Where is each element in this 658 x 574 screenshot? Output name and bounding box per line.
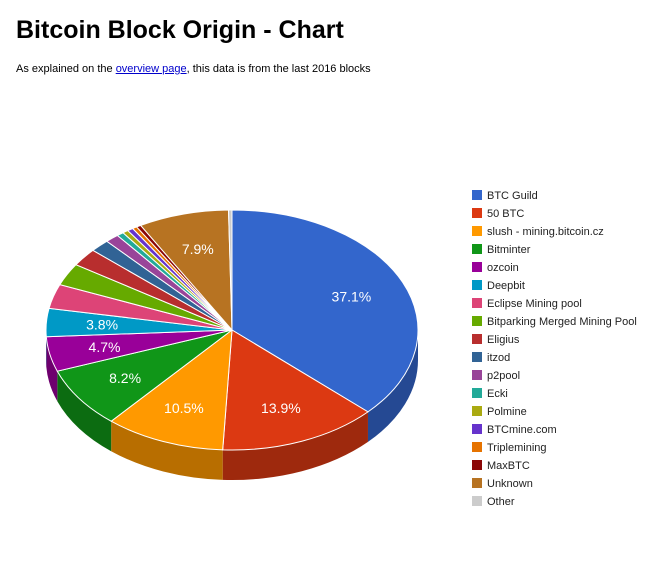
pie-slice-btc-guild[interactable] xyxy=(231,209,419,413)
legend-item-btcmine-com[interactable]: BTCmine.com xyxy=(472,424,557,436)
legend-label: Eligius xyxy=(487,334,520,346)
legend-label: ozcoin xyxy=(487,262,519,274)
legend-item-bitminter[interactable]: Bitminter xyxy=(472,244,531,256)
legend-item-unknown[interactable]: Unknown xyxy=(472,478,533,490)
legend-swatch xyxy=(472,496,482,506)
legend-label: Bitparking Merged Mining Pool xyxy=(487,316,637,328)
chart-legend: BTC Guild 50 BTC slush - mining.bitcoin.cz… xyxy=(472,190,637,508)
pie-slice-bitminter[interactable] xyxy=(56,329,233,422)
legend-swatch xyxy=(472,244,482,254)
legend-label: BTCmine.com xyxy=(487,424,557,436)
legend-item-p2pool[interactable]: p2pool xyxy=(472,370,520,382)
legend-swatch xyxy=(472,208,482,218)
legend-label: Unknown xyxy=(487,478,533,490)
legend-swatch xyxy=(472,424,482,434)
legend-swatch xyxy=(472,262,482,272)
legend-label: Other xyxy=(487,496,515,508)
slice-label-slush-mining-bitcoin-cz: 10.5% xyxy=(164,400,204,416)
legend-item-bitparking-merged-mining-pool[interactable]: Bitparking Merged Mining Pool xyxy=(472,316,637,328)
slice-label-50-btc: 13.9% xyxy=(261,400,301,416)
legend-label: Polmine xyxy=(487,406,527,418)
intro-text-before: As explained on the xyxy=(16,63,116,75)
slice-label-ozcoin: 4.7% xyxy=(89,339,121,355)
legend-swatch xyxy=(472,352,482,362)
legend-item-eligius[interactable]: Eligius xyxy=(472,334,520,346)
legend-item-maxbtc[interactable]: MaxBTC xyxy=(472,460,530,472)
pie-side-50-btc xyxy=(222,411,368,480)
legend-swatch xyxy=(472,298,482,308)
legend-label: Ecki xyxy=(487,388,508,400)
legend-item-ecki[interactable]: Ecki xyxy=(472,388,508,400)
legend-label: Deepbit xyxy=(487,280,525,292)
pie-sides xyxy=(46,330,418,480)
legend-item-polmine[interactable]: Polmine xyxy=(472,406,527,418)
slice-label-unknown: 7.9% xyxy=(182,241,214,257)
pie-slice-50-btc[interactable] xyxy=(222,329,369,451)
legend-swatch xyxy=(472,334,482,344)
legend-label: itzod xyxy=(487,352,510,364)
legend-item-50-btc[interactable]: 50 BTC xyxy=(472,208,524,220)
legend-label: Triplemining xyxy=(487,442,547,454)
slice-label-bitminter: 8.2% xyxy=(109,370,141,386)
slice-label-btc-guild: 37.1% xyxy=(332,289,372,305)
slice-label-deepbit: 3.8% xyxy=(86,317,118,333)
intro-text: As explained on the overview page, this … xyxy=(16,62,371,76)
intro-text-after: , this data is from the last 2016 blocks xyxy=(186,63,371,75)
legend-item-btc-guild[interactable]: BTC Guild xyxy=(472,190,538,202)
legend-swatch xyxy=(472,190,482,200)
legend-swatch xyxy=(472,406,482,416)
legend-label: MaxBTC xyxy=(487,460,530,472)
legend-item-triplemining[interactable]: Triplemining xyxy=(472,442,547,454)
legend-item-eclipse-mining-pool[interactable]: Eclipse Mining pool xyxy=(472,298,582,310)
legend-item-other[interactable]: Other xyxy=(472,496,515,508)
page-title: Bitcoin Block Origin - Chart xyxy=(16,16,344,44)
legend-swatch xyxy=(472,442,482,452)
legend-item-itzod[interactable]: itzod xyxy=(472,352,510,364)
pie-side-slush-mining-bitcoin-cz xyxy=(111,421,223,480)
pie-side-btc-guild xyxy=(367,330,418,442)
legend-swatch xyxy=(472,280,482,290)
legend-label: BTC Guild xyxy=(487,190,538,202)
pie-slice-unknown[interactable] xyxy=(139,209,233,332)
legend-swatch xyxy=(472,316,482,326)
legend-label: Eclipse Mining pool xyxy=(487,298,582,310)
pie-slices xyxy=(45,209,419,451)
legend-swatch xyxy=(472,388,482,398)
pie-side-bitminter xyxy=(57,371,112,452)
legend-item-ozcoin[interactable]: ozcoin xyxy=(472,262,519,274)
legend-swatch xyxy=(472,460,482,470)
overview-page-link[interactable]: overview page xyxy=(115,63,187,75)
pie-slice-other[interactable] xyxy=(227,209,233,331)
legend-label: Bitminter xyxy=(487,244,531,256)
pie-slice-slush-mining-bitcoin-cz[interactable] xyxy=(110,328,233,451)
legend-swatch xyxy=(472,478,482,488)
legend-label: p2pool xyxy=(487,370,520,382)
pie-labels: 37.1% 13.9% 10.5% 8.2% 4.7% 3.8% 7.9% xyxy=(86,241,371,416)
legend-item-slush-mining-bitcoin-cz[interactable]: slush - mining.bitcoin.cz xyxy=(472,226,604,238)
legend-item-deepbit[interactable]: Deepbit xyxy=(472,280,525,292)
legend-label: slush - mining.bitcoin.cz xyxy=(487,226,604,238)
legend-swatch xyxy=(472,370,482,380)
legend-label: 50 BTC xyxy=(487,208,524,220)
legend-swatch xyxy=(472,226,482,236)
